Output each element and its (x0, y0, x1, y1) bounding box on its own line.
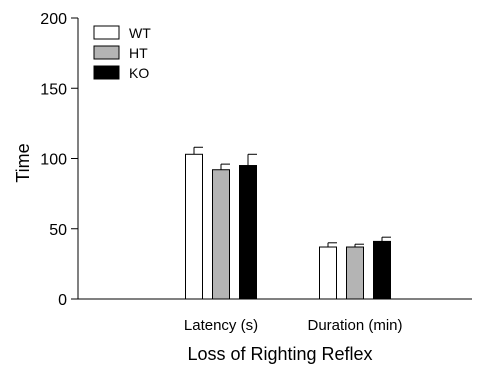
bar-wt (185, 153, 203, 300)
x-axis-title: Loss of Righting Reflex (187, 344, 372, 364)
y-tick-label: 100 (40, 152, 67, 169)
legend-swatch-wt (93, 25, 120, 40)
bar-wt (319, 246, 337, 300)
x-category-label: Latency (s) (184, 317, 258, 334)
x-category-label: Duration (min) (307, 317, 402, 334)
legend-swatch-ht (93, 45, 120, 60)
legend-label-ko: KO (129, 65, 149, 81)
bar-ht (346, 246, 364, 300)
bar-ko (239, 165, 257, 300)
y-tick-label: 0 (58, 292, 67, 309)
legend-swatch-ko (93, 65, 120, 80)
legend-label-ht: HT (129, 45, 148, 61)
y-axis-title: Time (13, 143, 33, 182)
plot-area: 0 50 100 150 200 Latency (s) Duration (min) WT H… (40, 11, 472, 334)
y-tick-label: 150 (40, 81, 67, 98)
y-tick-label: 50 (49, 222, 67, 239)
legend-label-wt: WT (129, 25, 151, 41)
bar-ht (212, 169, 230, 300)
bar-ko (373, 240, 391, 300)
y-tick-label: 200 (40, 11, 67, 28)
